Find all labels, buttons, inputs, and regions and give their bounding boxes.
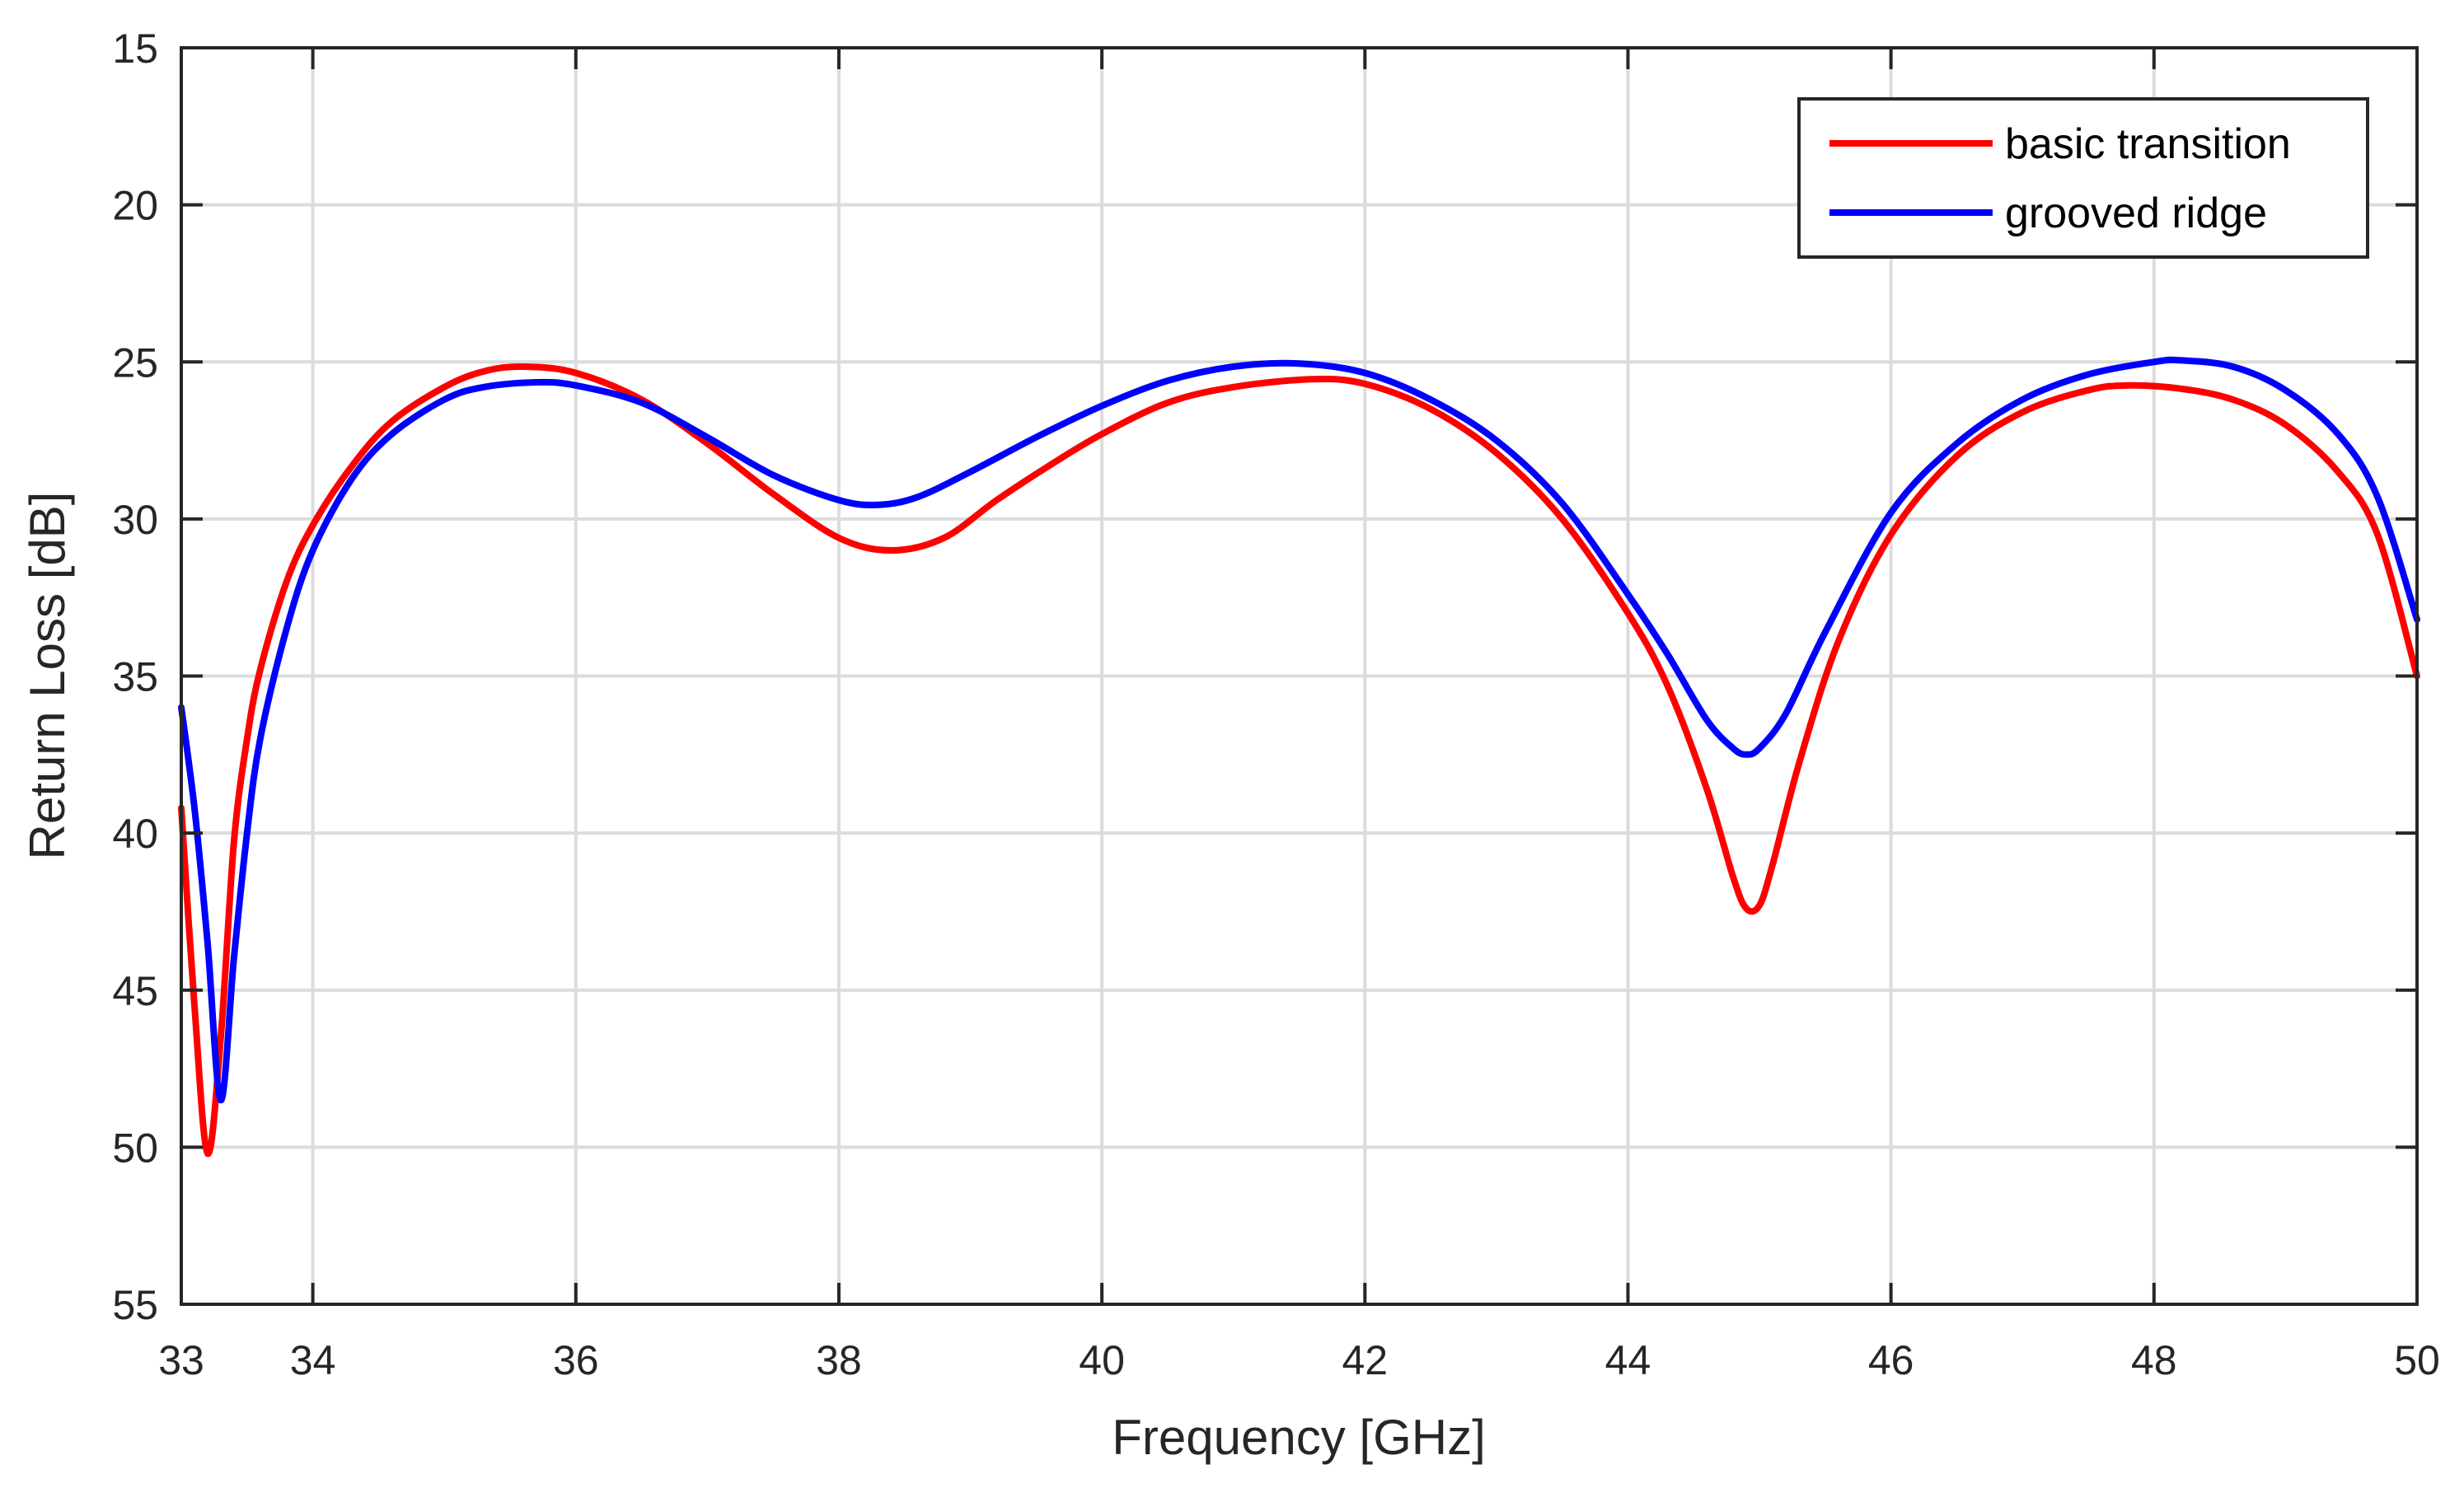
x-tick-label: 33: [158, 1337, 204, 1383]
y-tick-label: 25: [112, 339, 158, 386]
legend-label-basic-transition: basic transition: [2005, 120, 2291, 168]
y-axis-label: Return Loss [dB]: [20, 492, 75, 860]
x-tick-label: 42: [1342, 1337, 1388, 1383]
x-axis-label: Frequency [GHz]: [1112, 1410, 1486, 1465]
legend-box: [1797, 97, 2369, 259]
axis-ticks: [180, 46, 2419, 1306]
y-tick-label: 40: [112, 811, 158, 857]
legend-label-grooved-ridge: grooved ridge: [2005, 190, 2267, 237]
y-tick-label: 30: [112, 497, 158, 543]
y-tick-label: 55: [112, 1282, 158, 1328]
y-tick-label: 20: [112, 183, 158, 229]
y-tick-label: 15: [112, 26, 158, 72]
x-tick-label: 50: [2394, 1337, 2440, 1383]
x-tick-label: 38: [816, 1337, 862, 1383]
series-line-grooved-ridge: [178, 356, 2420, 1104]
x-tick-label: 34: [290, 1337, 336, 1383]
y-tick-label: 50: [112, 1125, 158, 1171]
x-tick-label: 46: [1868, 1337, 1914, 1383]
legend: basic transition grooved ridge: [1797, 97, 2369, 259]
x-tick-label: 44: [1605, 1337, 1651, 1383]
series-layer: [178, 356, 2420, 1158]
x-tick-label: 36: [553, 1337, 599, 1383]
x-tick-label: 40: [1079, 1337, 1125, 1383]
series-line-basic-transition: [178, 363, 2420, 1158]
y-tick-label: 35: [112, 654, 158, 700]
axis-tick-labels: 33 34 36 38 40 42 44 46 48 50 15 20 25 30 35 40 45 50 55: [112, 26, 2439, 1383]
y-tick-label: 45: [112, 968, 158, 1014]
x-tick-label: 48: [2131, 1337, 2177, 1383]
